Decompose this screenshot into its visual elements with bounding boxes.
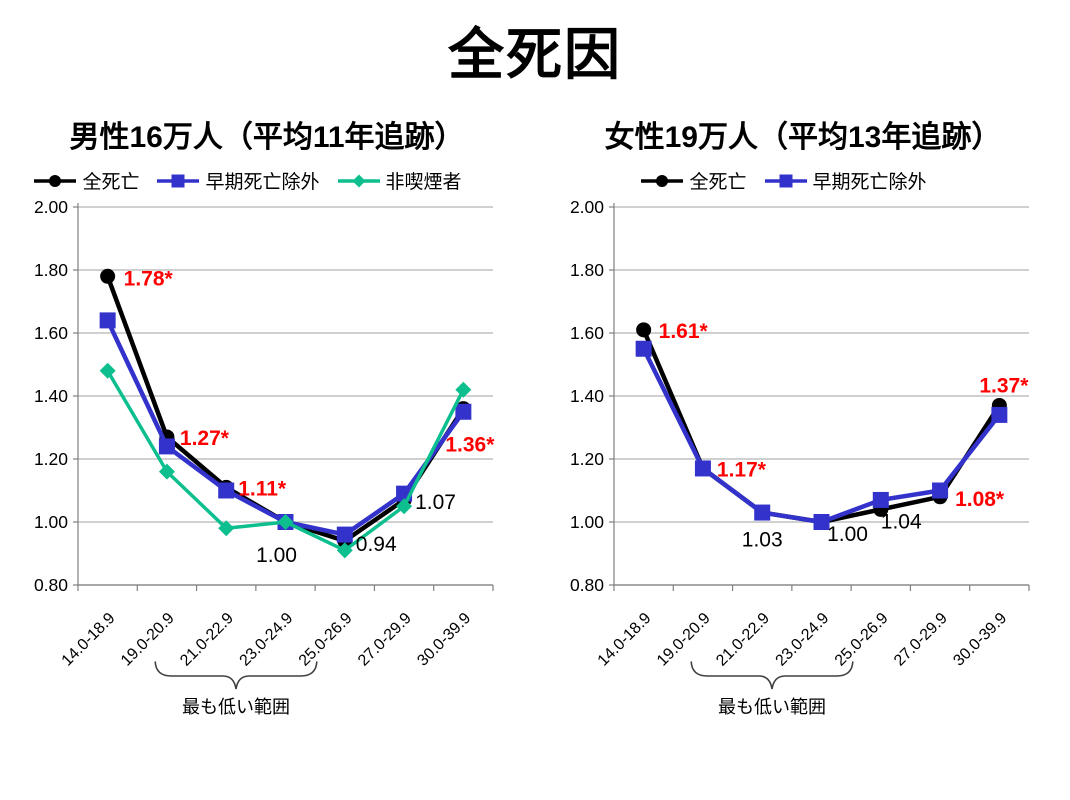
legend-marker — [656, 174, 669, 187]
chart-women-plot: 0.80 1.00 1.20 1.40 1.60 1.80 2.00 14.0-18.9 19.… — [570, 197, 1030, 717]
range-annotation-label: 最も低い範囲 — [718, 697, 826, 717]
page-title: 全死因 — [448, 23, 622, 86]
legend-item: 非喫煙者 — [336, 167, 462, 194]
data-point — [218, 519, 235, 536]
data-label: 1.00 — [827, 523, 868, 546]
y-tick-label: 1.20 — [34, 449, 68, 469]
square-legend-marker-icon — [157, 174, 200, 187]
legend-label: 全死亡 — [689, 172, 747, 193]
data-point — [218, 482, 235, 498]
legend-label: 非喫煙者 — [385, 172, 462, 193]
data-label: 1.27* — [180, 426, 230, 449]
data-point — [813, 513, 830, 530]
y-tick-label: 1.80 — [34, 260, 68, 280]
y-tick-label: 2.00 — [570, 197, 604, 217]
y-tick-label: 1.40 — [570, 386, 604, 406]
data-label: 1.07 — [415, 490, 456, 513]
x-tick-label: 27.0-29.9 — [891, 609, 951, 669]
data-point — [99, 362, 116, 379]
x-tick-label: 21.0-22.9 — [713, 609, 773, 669]
data-point — [99, 311, 116, 328]
y-tick-label: 0.80 — [34, 575, 68, 595]
data-point — [694, 459, 711, 476]
legend-item: 全死亡 — [32, 167, 139, 194]
data-point — [636, 321, 652, 337]
square-legend-marker-icon — [764, 174, 807, 187]
y-tick-label: 1.40 — [34, 386, 68, 406]
data-point — [991, 406, 1008, 423]
y-tick-label: 1.80 — [570, 260, 604, 280]
y-tick-label: 1.20 — [570, 449, 604, 469]
y-tick-label: 2.00 — [34, 197, 68, 217]
x-tick-label: 23.0-24.9 — [237, 609, 297, 669]
data-point — [396, 497, 413, 514]
data-label: 1.36* — [445, 433, 495, 456]
x-tick-label: 25.0-26.9 — [296, 609, 356, 669]
data-label: 1.04 — [881, 510, 922, 533]
data-point — [158, 463, 175, 480]
data-label: 1.17* — [717, 458, 767, 481]
x-tick-label: 19.0-20.9 — [118, 609, 178, 669]
data-point — [336, 526, 353, 543]
chart-men: 男性16万人（平均11年追跡） 全死亡 早期死亡除外 非喫煙者 0.80 1.00 1.… — [3, 118, 531, 742]
legend-label: 早期死亡除外 — [812, 172, 927, 193]
legend-marker — [171, 174, 185, 187]
data-point — [336, 541, 353, 558]
legend-marker — [779, 174, 792, 187]
chart-women-legend: 全死亡 早期死亡除外 — [539, 167, 1067, 195]
data-point — [754, 504, 771, 521]
data-label: 1.37* — [979, 374, 1029, 397]
circle-legend-marker-icon — [34, 174, 77, 187]
chart-women: 女性19万人（平均13年追跡） 全死亡 早期死亡除外 0.80 1.00 1.20 1.… — [539, 118, 1067, 742]
y-tick-label: 0.80 — [570, 575, 604, 595]
data-label: 1.61* — [659, 319, 709, 342]
range-brace — [690, 660, 854, 689]
diamond-legend-marker-icon — [337, 174, 380, 187]
data-label: 1.03 — [742, 528, 783, 551]
data-point — [872, 491, 889, 508]
charts-row: 男性16万人（平均11年追跡） 全死亡 早期死亡除外 非喫煙者 0.80 1.00 1.… — [0, 118, 1070, 742]
data-point — [277, 513, 294, 530]
x-tick-label: 23.0-24.9 — [773, 609, 833, 669]
x-tick-label: 25.0-26.9 — [832, 609, 892, 669]
circle-legend-marker-icon — [641, 174, 684, 187]
data-point — [635, 340, 652, 357]
data-label: 1.78* — [124, 267, 174, 290]
legend-label: 全死亡 — [82, 172, 140, 193]
y-tick-label: 1.00 — [34, 512, 68, 532]
data-point — [158, 437, 175, 454]
chart-women-subtitle: 女性19万人（平均13年追跡） — [604, 121, 1002, 154]
legend-item: 早期死亡除外 — [763, 167, 927, 194]
chart-men-plot: 0.80 1.00 1.20 1.40 1.60 1.80 2.00 14.0-18.9 19.… — [34, 197, 495, 717]
chart-men-subtitle: 男性16万人（平均11年追跡） — [69, 121, 465, 154]
data-point — [100, 268, 116, 284]
x-tick-label: 27.0-29.9 — [355, 609, 415, 669]
legend-marker — [352, 174, 365, 187]
y-tick-label: 1.60 — [570, 323, 604, 343]
x-tick-label: 14.0-18.9 — [59, 609, 119, 669]
x-tick-label: 30.0-39.9 — [414, 609, 474, 669]
data-point — [455, 381, 472, 398]
y-tick-label: 1.60 — [34, 323, 68, 343]
x-tick-label: 21.0-22.9 — [177, 609, 237, 669]
data-label: 1.11* — [238, 477, 287, 500]
legend-item: 全死亡 — [639, 167, 747, 194]
data-point — [932, 482, 949, 498]
chart-men-legend: 全死亡 早期死亡除外 非喫煙者 — [3, 167, 531, 195]
range-annotation-label: 最も低い範囲 — [182, 697, 290, 717]
data-label: 1.08* — [955, 487, 1005, 510]
x-tick-label: 14.0-18.9 — [595, 609, 655, 669]
x-tick-label: 30.0-39.9 — [950, 609, 1010, 669]
legend-marker — [49, 174, 62, 187]
range-brace — [154, 660, 318, 689]
x-tick-label: 19.0-20.9 — [654, 609, 714, 669]
data-label: 1.00 — [256, 544, 297, 567]
legend-label: 早期死亡除外 — [205, 172, 320, 193]
legend-item: 早期死亡除外 — [155, 167, 320, 194]
data-point — [455, 403, 472, 420]
y-tick-label: 1.00 — [570, 512, 604, 532]
data-label: 0.94 — [356, 532, 397, 555]
